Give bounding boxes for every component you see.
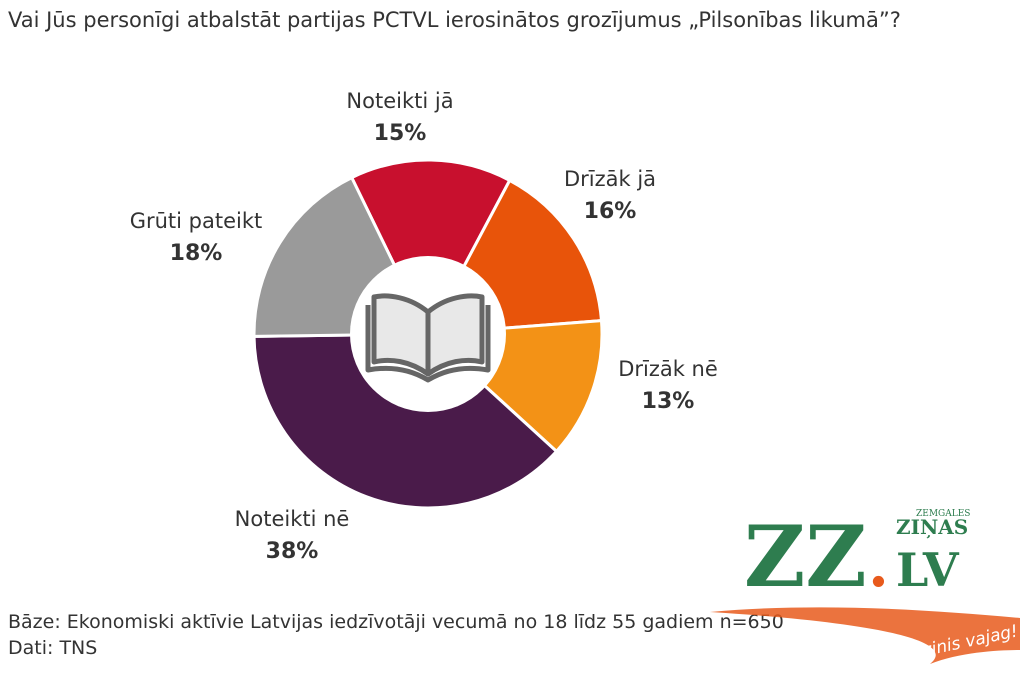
slice-value-4: 18% (170, 241, 223, 266)
slice-0 (349, 158, 512, 338)
logo-tld: LV (896, 543, 960, 597)
slice-label-4: Grūti pateikt (130, 209, 263, 233)
slice-label-2: Drīzāk nē (618, 357, 718, 381)
logo-swoosh (710, 607, 1020, 664)
footer-source-note: Dati: TNS (8, 637, 98, 659)
slice-value-3: 38% (266, 539, 319, 564)
slice-labels: Noteikti jā 15% Drīzāk jā 16% Drīzāk nē 13% No… (130, 89, 718, 564)
logo-small-top: ZEMGALES (916, 509, 970, 519)
slice-label-0: Noteikti jā (346, 89, 453, 113)
donut-chart: Noteikti jā 15% Drīzāk jā 16% Drīzāk nē 13% No… (130, 89, 718, 564)
footer-base-note: Bāze: Ekonomiski aktīvie Latvijas iedzīv… (8, 611, 784, 633)
slice-label-1: Drīzāk jā (564, 167, 656, 191)
book-icon (365, 293, 491, 383)
slice-3 (252, 332, 559, 510)
slice-label-3: Noteikti nē (235, 507, 350, 531)
logo-dot: . (868, 531, 889, 601)
slice-value-1: 16% (584, 199, 637, 224)
slice-value-0: 15% (374, 121, 427, 146)
chart-title: Vai Jūs personīgi atbalstāt partijas PCT… (8, 8, 901, 32)
zz-lv-logo: ZZ . LV ZEMGALES ZIŅAS zinis vajag! (710, 507, 1020, 664)
slice-value-2: 13% (642, 389, 695, 414)
logo-main: ZZ (744, 507, 867, 606)
logo-small-name: ZIŅAS (896, 515, 968, 539)
